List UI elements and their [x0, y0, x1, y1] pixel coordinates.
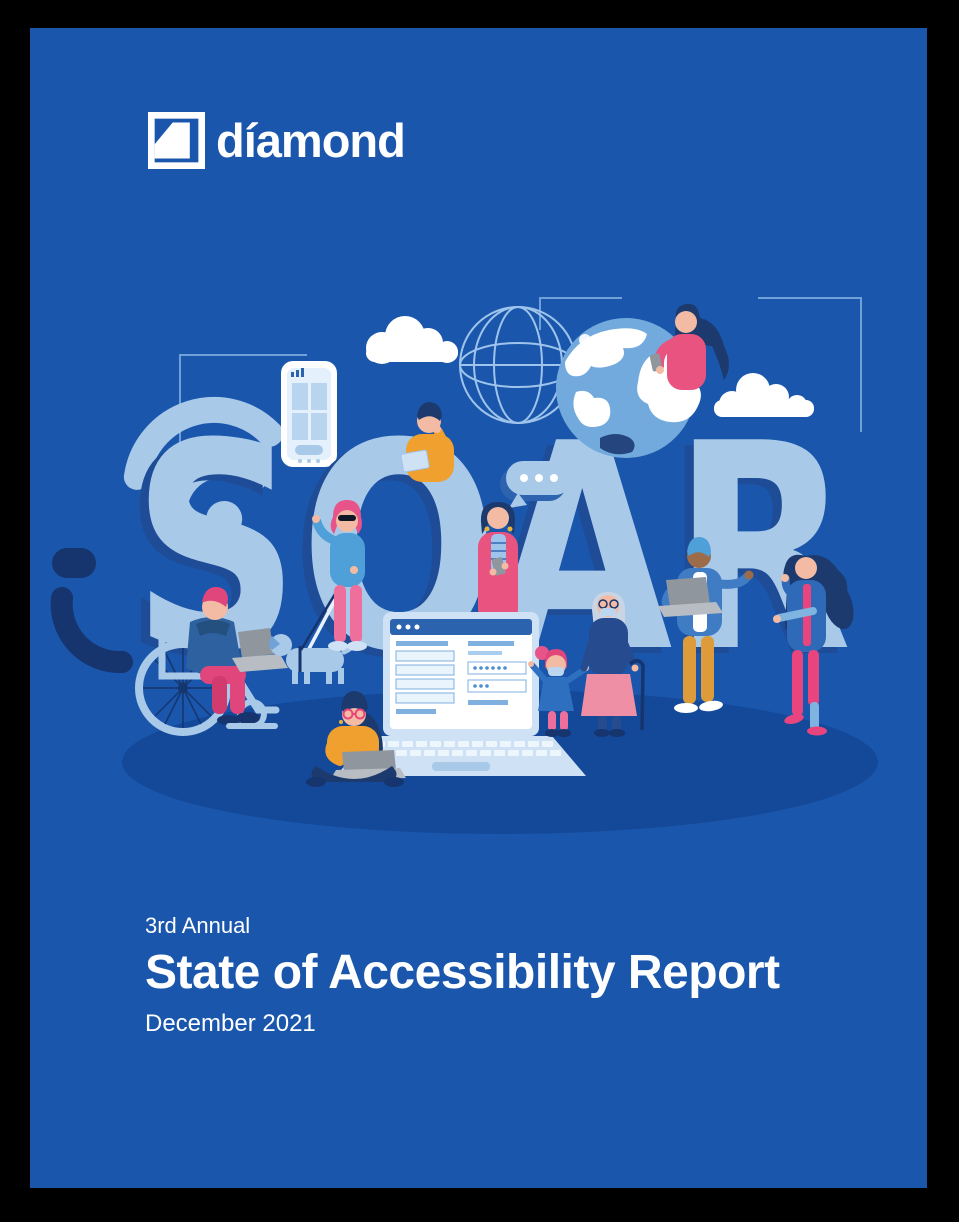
diamond-logo-icon — [148, 112, 205, 169]
brand-logo-text: díamond — [216, 114, 406, 167]
report-title: State of Accessibility Report — [145, 946, 780, 1000]
report-edition: 3rd Annual — [145, 913, 251, 938]
report-date: December 2021 — [145, 1010, 316, 1038]
brand-logo: díamond — [148, 112, 406, 169]
title-block: 3rd Annual State of Accessibility Report… — [145, 913, 780, 1039]
